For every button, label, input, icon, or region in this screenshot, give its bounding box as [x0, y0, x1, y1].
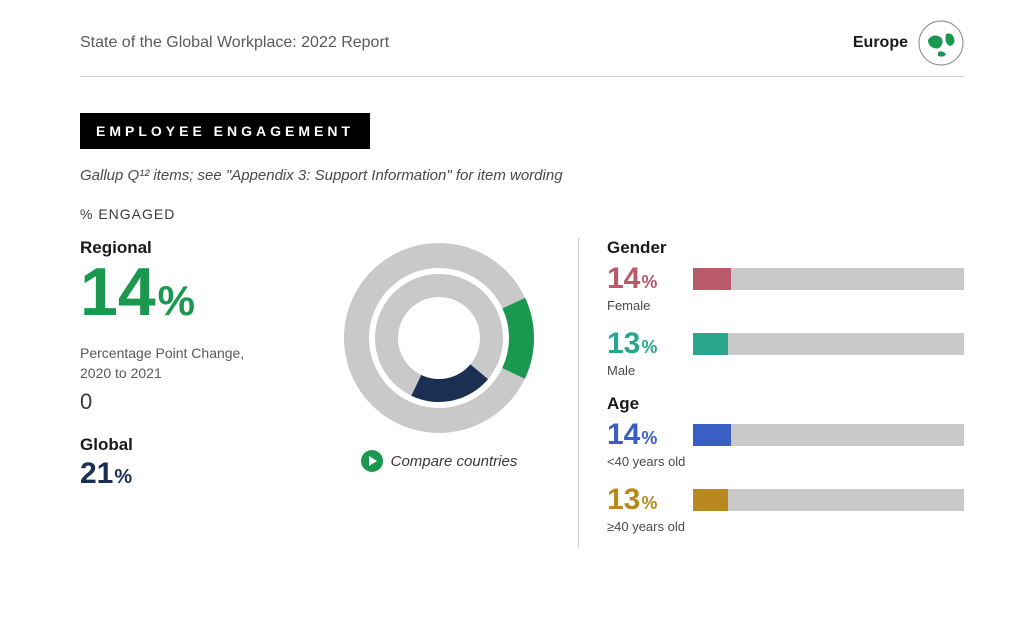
metric-item: 14%Female — [607, 262, 964, 313]
change-caption: Percentage Point Change, 2020 to 2021 — [80, 344, 300, 383]
report-title: State of the Global Workplace: 2022 Repo… — [80, 34, 389, 52]
age-metrics: 14%<40 years old 13%≥40 years old — [607, 418, 964, 534]
compare-countries-button[interactable]: Compare countries — [361, 450, 518, 472]
subtitle: Gallup Q¹² items; see "Appendix 3: Suppo… — [80, 167, 964, 184]
regional-value: 14 % — [80, 258, 300, 326]
play-icon — [361, 450, 383, 472]
compare-label: Compare countries — [391, 453, 518, 470]
regional-num: 14 — [80, 258, 156, 326]
change-line1: Percentage Point Change, — [80, 345, 244, 361]
metric-item: 13%Male — [607, 327, 964, 378]
right-column: Gender 14%Female 13%Male Age 14%<40 years… — [578, 238, 964, 548]
global-label: Global — [80, 435, 300, 455]
change-value: 0 — [80, 389, 300, 415]
region-label: Europe — [853, 34, 908, 52]
globe-icon — [918, 20, 964, 66]
metric-item: 13%≥40 years old — [607, 483, 964, 534]
global-num: 21 — [80, 457, 113, 491]
report-header: State of the Global Workplace: 2022 Repo… — [80, 20, 964, 77]
main-content: Regional 14 % Percentage Point Change, 2… — [80, 238, 964, 548]
mid-column: Compare countries — [324, 238, 554, 548]
region-block: Europe — [853, 20, 964, 66]
engaged-label: % ENGAGED — [80, 206, 964, 222]
donut-chart — [339, 238, 539, 438]
section-badge: EMPLOYEE ENGAGEMENT — [80, 113, 370, 149]
global-value: 21 % — [80, 457, 300, 491]
global-pct: % — [114, 466, 132, 489]
age-label: Age — [607, 394, 964, 414]
change-line2: 2020 to 2021 — [80, 365, 162, 381]
gender-metrics: 14%Female 13%Male — [607, 262, 964, 378]
regional-pct: % — [158, 280, 195, 322]
metric-item: 14%<40 years old — [607, 418, 964, 469]
gender-label: Gender — [607, 238, 964, 258]
left-column: Regional 14 % Percentage Point Change, 2… — [80, 238, 300, 548]
